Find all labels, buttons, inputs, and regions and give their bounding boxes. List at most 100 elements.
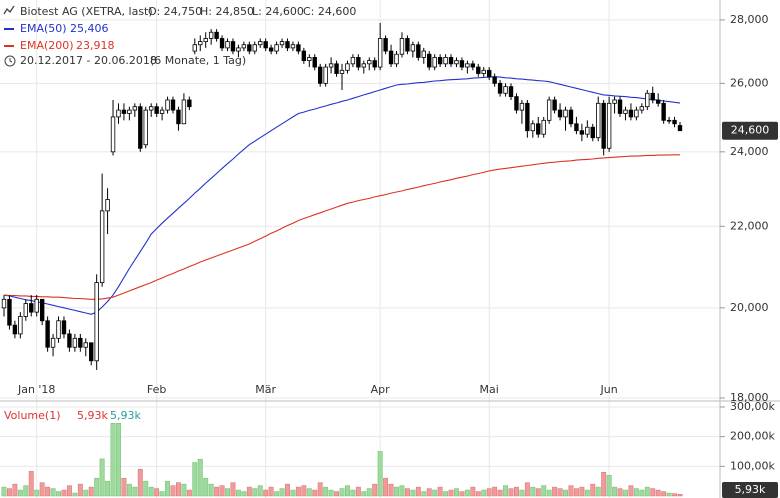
volume-bar [546, 489, 552, 497]
candle-body [127, 109, 132, 114]
volume-bar [154, 488, 160, 497]
candle-body [388, 50, 394, 65]
volume-bar [1, 486, 7, 497]
period: 20.12.2017 - 20.06.2018 [20, 54, 157, 67]
candle-body [525, 102, 530, 132]
volume-bar [105, 480, 111, 497]
candle-body [214, 31, 219, 39]
volume-bar [486, 488, 492, 497]
y-tick-label: 26,000 [730, 76, 769, 89]
volume-bar [50, 488, 56, 497]
volume-bar [372, 483, 378, 497]
volume-bar [132, 486, 138, 497]
candle-body [486, 69, 492, 78]
volume-bar [426, 488, 432, 497]
header: Biotest AG (XETRA, last) O: 24,750 H: 24… [3, 5, 356, 422]
candle-body [263, 41, 268, 49]
volume-bar [530, 486, 536, 497]
period-note: (6 Monate, 1 Tag) [150, 54, 246, 67]
candle-body [317, 66, 323, 84]
candle-body [574, 123, 579, 132]
candle-body [568, 109, 574, 125]
volume-bar [672, 493, 677, 497]
candle-body [121, 109, 127, 114]
volume-bar [121, 477, 127, 497]
volume-bar [279, 488, 285, 497]
candle-body [623, 109, 628, 114]
x-tick-label: Feb [147, 383, 166, 396]
volume-bar [39, 482, 45, 497]
volume-legend-value: 5,93k [77, 409, 108, 422]
x-tick-label: Jun [600, 383, 618, 396]
candle-body [328, 63, 334, 68]
volume-bar [225, 488, 230, 497]
legend-value: 25,406 [70, 22, 109, 35]
volume-bar [285, 483, 290, 497]
candle-body [50, 337, 56, 348]
volume-bar [666, 492, 672, 497]
volume-bar [176, 482, 181, 497]
candle-body [443, 57, 448, 65]
candle-body [508, 86, 514, 98]
volume-bar [72, 492, 78, 497]
candle-body [383, 38, 388, 52]
volume-bar [388, 483, 394, 497]
candle-body [208, 31, 214, 39]
candle-body [143, 109, 148, 146]
candle-body [203, 38, 208, 42]
volume-bar [317, 482, 323, 497]
candle-body [579, 130, 585, 135]
candle-body [247, 44, 252, 52]
volume-bar [345, 485, 350, 497]
candle-body [307, 57, 312, 62]
candle-body [552, 99, 557, 111]
y-tick-label: 300,00k [730, 400, 775, 413]
candle-body [634, 109, 639, 118]
volume-bar [633, 488, 639, 497]
quote: H: 24,850 [200, 5, 254, 18]
candle-body [12, 324, 18, 335]
candle-body [639, 106, 645, 111]
volume-bar [355, 486, 361, 497]
volume-bar [366, 488, 372, 497]
candle-body [563, 109, 568, 118]
volume-bar [475, 491, 481, 497]
volume-bar [295, 486, 301, 497]
x-tick-label: Apr [371, 383, 391, 396]
candle-body [514, 96, 519, 111]
candle-body [541, 119, 546, 135]
candle-body [645, 92, 650, 108]
candle-body [557, 109, 563, 118]
volume-bar [83, 489, 89, 497]
candle-body [56, 320, 61, 339]
volume-bar [28, 471, 34, 497]
volume-bar [165, 480, 170, 497]
candle-body [78, 337, 83, 348]
volume-bar [312, 489, 318, 497]
candle-body [356, 57, 361, 68]
volume-bar [170, 485, 176, 497]
candle-body [585, 126, 590, 135]
volume-bar [606, 474, 612, 497]
volume-bar [612, 486, 618, 497]
last-volume-label: 5,93k [735, 483, 766, 496]
volume-bar [383, 477, 389, 497]
candle-body [148, 106, 154, 111]
volume-bar [235, 489, 241, 497]
last-volume-box [722, 482, 778, 498]
volume-bar [628, 485, 634, 497]
y-tick-label: 20,000 [730, 301, 769, 314]
candles [1, 22, 683, 370]
volume-bar [524, 482, 530, 497]
volume-bar [437, 486, 443, 497]
candle-body [99, 210, 105, 283]
candle-body [301, 50, 307, 62]
volume-bar [159, 491, 165, 497]
volume-bar [241, 491, 247, 497]
candle-body [350, 57, 356, 65]
chart-title: Biotest AG (XETRA, last) [20, 5, 153, 18]
volume-bar [214, 486, 220, 497]
candle-body [61, 320, 67, 335]
ema-line [3, 154, 680, 300]
candle-body [345, 63, 350, 71]
